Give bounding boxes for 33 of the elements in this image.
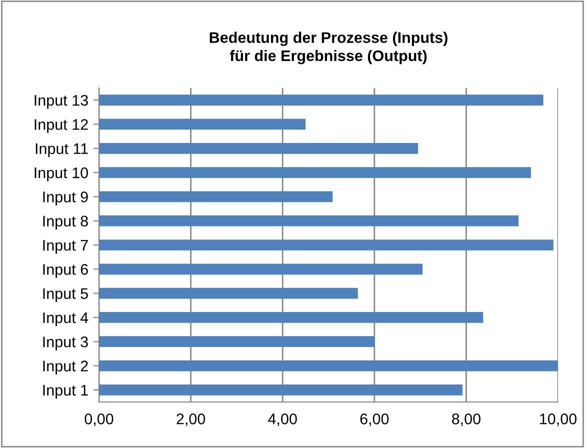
bar [99,312,484,323]
y-tick-label: Input 5 [43,288,88,302]
y-tick-label: Input 12 [34,119,88,133]
x-tick-label: 0,00 [84,414,114,426]
x-tick-label: 4,00 [268,414,297,426]
y-tick-label: Input 1 [43,384,88,399]
chart-title: Bedeutung der Prozesse (Inputs) für die Ergebnisse (Output) [210,32,448,64]
bar [99,167,531,178]
bar [99,191,333,202]
bar [99,288,358,299]
bar [99,264,423,275]
bar [99,94,544,106]
y-tick-label: Input 8 [43,216,88,230]
bar [99,142,418,154]
x-tick-label: 6,00 [360,414,389,426]
y-tick-label: Input 13 [34,94,88,109]
bar [99,384,463,396]
bar [99,215,519,226]
y-tick-label: Input 6 [43,264,88,278]
bar [99,240,554,250]
bar [99,118,306,130]
x-tick-label: 8,00 [452,414,480,426]
y-tick-label: Input 3 [43,336,88,350]
x-tick-label: 2,00 [176,414,206,426]
y-tick-label: Input 9 [43,192,88,206]
bar [99,336,374,348]
y-tick-label: Input 2 [43,360,88,374]
y-tick-label: Input 4 [43,312,88,326]
y-tick-label: Input 11 [36,143,88,158]
x-tick-label: 10,00 [540,414,577,426]
y-tick-label: Input 10 [34,167,88,182]
y-tick-label: Input 7 [43,240,88,254]
bar [99,360,558,372]
